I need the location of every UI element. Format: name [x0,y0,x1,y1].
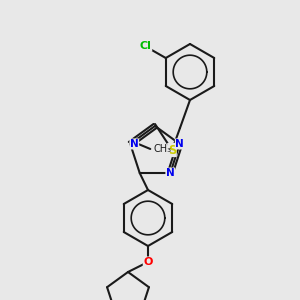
Text: Cl: Cl [140,41,152,51]
Text: S: S [168,143,176,157]
Text: CH₃: CH₃ [153,144,171,154]
Text: O: O [143,257,153,267]
Text: N: N [176,139,184,149]
Text: N: N [130,139,139,149]
Text: N: N [166,168,175,178]
